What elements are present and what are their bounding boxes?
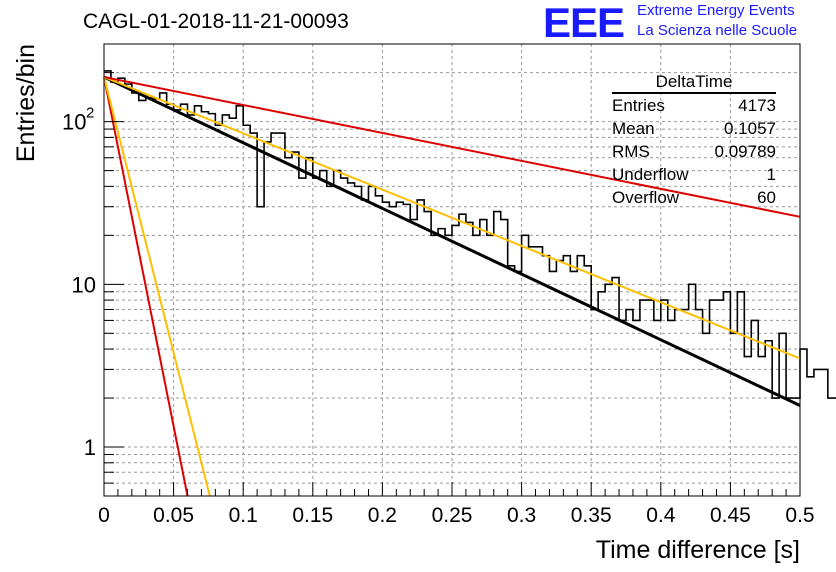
fit-line-0 [103, 75, 801, 407]
stats-row: Mean 0.1057 [612, 117, 776, 140]
x-tick-label: 0.4 [646, 504, 676, 527]
fit-line-2 [103, 76, 801, 218]
fit-line-1 [103, 76, 801, 360]
fit-lines [103, 75, 801, 497]
logo-line-1: Extreme Energy Events [637, 2, 795, 19]
y-axis-label: Entries/bin [12, 44, 40, 162]
x-tick-label: 0.45 [710, 504, 751, 527]
stats-value: 4173 [738, 96, 776, 115]
x-tick-label: 0 [98, 504, 110, 527]
fit-line-3 [103, 76, 189, 497]
x-tick-label: 0.15 [292, 504, 333, 527]
stats-row: Entries 4173 [612, 94, 776, 117]
stats-value: 60 [757, 188, 776, 207]
y-tick-label: 1 [84, 435, 96, 460]
x-tick-label: 0.25 [432, 504, 473, 527]
stats-row: Underflow 1 [612, 163, 776, 186]
y-tick-label: 10 [62, 110, 86, 135]
x-tick-label: 0.35 [571, 504, 612, 527]
eee-logo: EEE [543, 0, 625, 46]
stats-title: DeltaTime [612, 72, 776, 94]
stats-value: 0.09789 [714, 142, 776, 161]
x-tick-label: 0.3 [507, 504, 536, 527]
logo-line-2: La Scienza nelle Scuole [637, 22, 798, 39]
axis-ticks [103, 43, 801, 497]
histogram-outline [104, 70, 836, 399]
x-tick-label: 0.5 [785, 504, 814, 527]
stats-row: Overflow 60 [612, 186, 776, 209]
x-tick-labels: 0 0.05 0.1 0.15 0.2 0.25 0.3 0.35 0.4 0.45 0.5 [98, 504, 814, 527]
stats-value: 1 [766, 165, 776, 184]
x-tick-label: 0.2 [368, 504, 397, 527]
stats-label: RMS [612, 142, 650, 161]
stats-label: Overflow [612, 188, 680, 207]
chart-title: CAGL-01-2018-11-21-00093 [83, 10, 349, 33]
y-tick-label: 10 [72, 272, 96, 297]
histogram [104, 70, 836, 399]
stats-label: Entries [612, 96, 665, 115]
stats-box: DeltaTime Entries 4173 Mean 0.1057 RMS 0.0978… [612, 72, 776, 209]
stats-label: Mean [612, 119, 655, 138]
stats-row: RMS 0.09789 [612, 140, 776, 163]
y-tick-exponent: 2 [86, 105, 94, 122]
x-tick-label: 0.1 [229, 504, 258, 527]
stats-label: Underflow [612, 165, 689, 184]
x-axis-label: Time difference [s] [596, 536, 800, 564]
fit-line-4 [103, 76, 211, 497]
stats-value: 0.1057 [724, 119, 776, 138]
x-tick-label: 0.05 [153, 504, 194, 527]
